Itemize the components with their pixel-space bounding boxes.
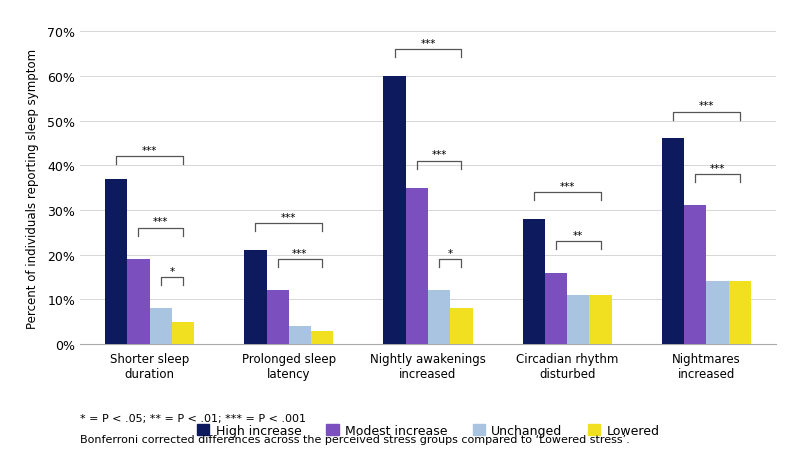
Text: ***: *** xyxy=(292,248,308,258)
Y-axis label: Percent of individuals reporting sleep symptom: Percent of individuals reporting sleep s… xyxy=(26,49,39,328)
Bar xyxy=(590,295,612,344)
Bar xyxy=(567,295,590,344)
Bar xyxy=(311,331,334,344)
Bar xyxy=(706,282,729,344)
Text: ***: *** xyxy=(431,150,447,160)
Bar xyxy=(172,322,194,344)
Bar xyxy=(406,188,428,344)
Bar xyxy=(729,282,751,344)
Text: * = P < .05; ** = P < .01; *** = P < .001: * = P < .05; ** = P < .01; *** = P < .00… xyxy=(80,413,306,423)
Bar xyxy=(244,251,266,344)
Text: ***: *** xyxy=(153,217,169,227)
Text: **: ** xyxy=(574,230,583,241)
Bar xyxy=(545,273,567,344)
Text: ***: *** xyxy=(559,181,575,191)
Text: ***: *** xyxy=(281,213,297,223)
Bar xyxy=(428,291,450,344)
Text: ***: *** xyxy=(710,163,726,174)
Bar xyxy=(450,308,473,344)
Bar xyxy=(522,219,545,344)
Text: ***: *** xyxy=(698,101,714,111)
Bar xyxy=(289,326,311,344)
Bar xyxy=(266,291,289,344)
Bar xyxy=(127,259,150,344)
Legend: High increase, Modest increase, Unchanged, Lowered: High increase, Modest increase, Unchange… xyxy=(192,419,664,442)
Text: Bonferroni corrected differences across the perceived stress groups compared to : Bonferroni corrected differences across … xyxy=(80,434,630,444)
Text: *: * xyxy=(448,248,453,258)
Bar xyxy=(150,308,172,344)
Text: *: * xyxy=(170,266,174,276)
Bar xyxy=(684,206,706,344)
Text: ***: *** xyxy=(142,146,158,156)
Bar xyxy=(662,139,684,344)
Bar xyxy=(105,179,127,344)
Bar xyxy=(383,77,406,344)
Text: ***: *** xyxy=(420,39,436,49)
